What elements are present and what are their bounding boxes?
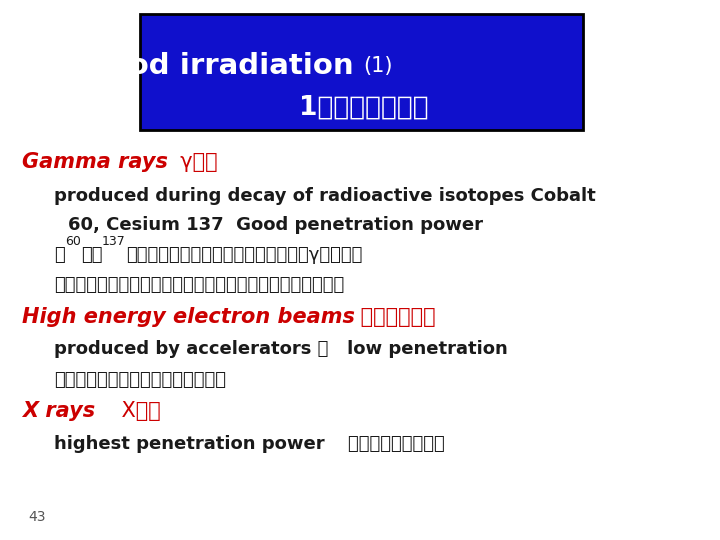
Text: 由加速器产生，穿透物质的能力较低: 由加速器产生，穿透物质的能力较低	[54, 370, 226, 389]
Text: 放射性同位数衰变时所产生的能量称为γ射线，该: 放射性同位数衰变时所产生的能量称为γ射线，该	[126, 246, 362, 264]
Text: highest penetration power: highest penetration power	[54, 435, 325, 453]
Text: γ射线: γ射线	[168, 152, 218, 172]
Text: 射线是波长非常短的电磁波，能量较高，穿透物质能力很强。: 射线是波长非常短的电磁波，能量较高，穿透物质能力很强。	[54, 276, 344, 294]
Text: 43: 43	[29, 510, 46, 524]
Text: produced by accelerators ，   low penetration: produced by accelerators ， low penetrati…	[54, 340, 508, 359]
Text: 60: 60	[65, 235, 81, 248]
Text: 60, Cesium 137  Good penetration power: 60, Cesium 137 Good penetration power	[68, 216, 483, 234]
Text: Food irradiation: Food irradiation	[90, 52, 364, 80]
Text: 高能量电子束: 高能量电子束	[354, 307, 436, 327]
Text: produced during decay of radioactive isotopes Cobalt: produced during decay of radioactive iso…	[54, 187, 595, 205]
Bar	[140, 14, 583, 130]
Text: X射线: X射线	[95, 401, 161, 422]
Text: X rays: X rays	[22, 401, 95, 422]
Text: 和鑰: 和鑰	[81, 246, 102, 264]
Text: 穿透物质的能力较高: 穿透物质的能力较高	[325, 435, 444, 453]
Text: 鉤: 鉤	[54, 246, 65, 264]
Text: (1): (1)	[364, 56, 393, 76]
Text: 137: 137	[102, 235, 126, 248]
Text: Gamma rays: Gamma rays	[22, 152, 168, 172]
Text: 1、食品辐射保藏: 1、食品辐射保藏	[299, 95, 428, 121]
Text: High energy electron beams: High energy electron beams	[22, 307, 354, 327]
